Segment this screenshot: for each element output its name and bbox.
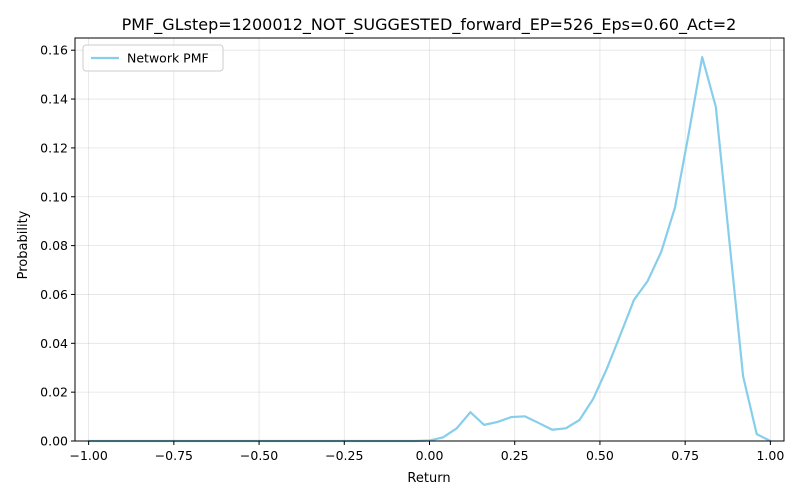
x-axis: −1.00 −0.75 −0.50 −0.25 0.00 0.25 0.50 0.75 1.00 xyxy=(69,441,784,463)
y-axis-label: Probability xyxy=(16,210,31,279)
legend-label: Network PMF xyxy=(127,51,209,66)
x-tick-label: −0.50 xyxy=(240,448,278,463)
x-axis-label: Return xyxy=(407,471,450,486)
y-tick-label: 0.14 xyxy=(40,92,68,107)
y-tick-label: 0.12 xyxy=(40,140,68,155)
chart-title: PMF_GLstep=1200012_NOT_SUGGESTED_forward… xyxy=(122,15,737,35)
y-tick-label: 0.08 xyxy=(40,238,68,253)
x-tick-label: 0.00 xyxy=(416,448,444,463)
x-tick-label: 0.75 xyxy=(671,448,699,463)
x-tick-label: −1.00 xyxy=(69,448,107,463)
y-tick-label: 0.04 xyxy=(40,336,68,351)
x-tick-label: −0.25 xyxy=(325,448,363,463)
legend: Network PMF xyxy=(82,44,224,72)
y-tick-label: 0.06 xyxy=(40,287,68,302)
y-tick-label: 0.16 xyxy=(40,43,68,58)
x-tick-label: 0.25 xyxy=(501,448,529,463)
y-tick-label: 0.10 xyxy=(40,189,68,204)
y-axis: 0.00 0.02 0.04 0.06 0.08 0.10 0.12 0.14 0.16 xyxy=(40,43,75,449)
x-tick-label: 0.50 xyxy=(586,448,614,463)
x-tick-label: −0.75 xyxy=(155,448,193,463)
legend-box xyxy=(82,44,224,72)
y-tick-label: 0.00 xyxy=(40,434,68,449)
x-tick-label: 1.00 xyxy=(756,448,784,463)
grid xyxy=(75,38,784,442)
y-tick-label: 0.02 xyxy=(40,385,68,400)
